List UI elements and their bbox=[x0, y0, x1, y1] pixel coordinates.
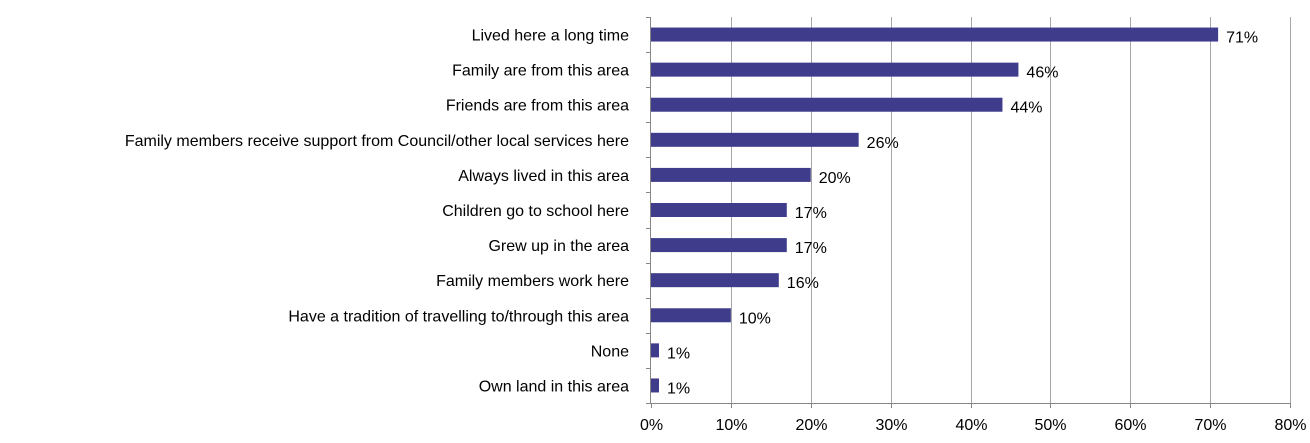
data-label: 16% bbox=[787, 275, 819, 292]
bar bbox=[651, 203, 787, 217]
category-label: Have a tradition of travelling to/throug… bbox=[288, 308, 629, 325]
data-label: 46% bbox=[1026, 65, 1058, 82]
data-label: 17% bbox=[795, 205, 827, 222]
category-label: Children go to school here bbox=[442, 203, 629, 220]
x-tick-label: 40% bbox=[955, 417, 987, 434]
data-label: 44% bbox=[1010, 100, 1042, 117]
bar bbox=[651, 238, 787, 253]
category-label: Always lived in this area bbox=[458, 168, 629, 185]
bar bbox=[651, 308, 731, 323]
x-tick-label: 10% bbox=[715, 417, 747, 434]
x-tick-label: 0% bbox=[640, 417, 663, 434]
x-tick-label: 20% bbox=[795, 417, 827, 434]
bar bbox=[651, 97, 1003, 112]
data-label: 10% bbox=[739, 310, 771, 327]
data-label: 26% bbox=[867, 135, 899, 152]
bar bbox=[651, 27, 1219, 42]
x-tick-label: 80% bbox=[1274, 417, 1306, 434]
category-label: Grew up in the area bbox=[488, 238, 629, 255]
data-label: 1% bbox=[667, 380, 690, 397]
data-label: 71% bbox=[1226, 30, 1258, 47]
category-label: Family members work here bbox=[436, 273, 629, 290]
x-tick-label: 50% bbox=[1034, 417, 1066, 434]
x-tick-label: 30% bbox=[875, 417, 907, 434]
bar bbox=[651, 62, 1019, 77]
category-label: Friends are from this area bbox=[446, 98, 629, 115]
data-label: 17% bbox=[795, 240, 827, 257]
category-label: Own land in this area bbox=[479, 378, 629, 395]
category-label: Family members receive support from Coun… bbox=[125, 133, 629, 150]
category-label: None bbox=[591, 343, 629, 360]
x-tick-label: 60% bbox=[1114, 417, 1146, 434]
x-tick-label: 70% bbox=[1194, 417, 1226, 434]
category-label: Lived here a long time bbox=[472, 28, 630, 45]
bar bbox=[651, 132, 859, 147]
bar bbox=[651, 273, 779, 288]
data-label: 1% bbox=[667, 345, 690, 362]
bar bbox=[651, 378, 659, 393]
category-label: Family are from this area bbox=[452, 63, 629, 80]
data-label: 20% bbox=[819, 170, 851, 187]
bar bbox=[651, 167, 811, 182]
bar bbox=[651, 343, 659, 358]
